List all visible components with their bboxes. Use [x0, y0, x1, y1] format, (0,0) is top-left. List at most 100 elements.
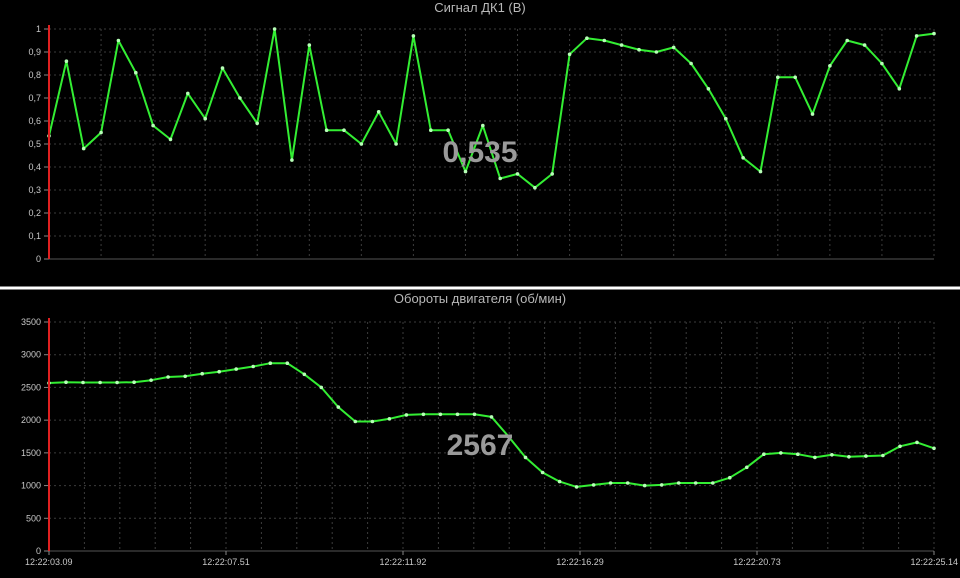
y-tick-label: 0,7 — [28, 93, 41, 103]
data-point — [446, 128, 450, 132]
data-point — [693, 481, 698, 485]
data-point — [591, 483, 596, 487]
data-point — [220, 66, 225, 70]
data-point — [151, 123, 155, 128]
data-point — [238, 96, 242, 100]
data-point — [523, 455, 528, 460]
data-point — [98, 380, 102, 385]
data-point — [186, 91, 190, 96]
data-point — [932, 31, 936, 36]
data-point — [324, 128, 329, 132]
data-point — [290, 158, 294, 162]
data-point — [897, 87, 902, 91]
data-point — [183, 374, 187, 379]
data-point — [779, 451, 783, 455]
y-tick-label: 1000 — [21, 481, 41, 491]
y-tick-label: 0,2 — [28, 208, 41, 218]
data-point — [64, 380, 68, 385]
data-point — [302, 372, 307, 377]
series-line — [48, 28, 935, 189]
cursor-readout: 0,535 — [442, 136, 517, 169]
data-point — [429, 128, 433, 132]
data-point — [64, 59, 69, 63]
series-line — [48, 362, 935, 488]
data-point — [898, 444, 902, 449]
y-tick-label: 500 — [26, 513, 41, 523]
y-tick-label: 0,5 — [28, 139, 41, 149]
data-point — [724, 116, 728, 121]
data-point — [132, 380, 136, 385]
data-point — [676, 481, 681, 485]
data-point — [540, 470, 545, 475]
data-point — [481, 123, 485, 128]
data-point — [370, 419, 375, 424]
data-point — [217, 369, 221, 374]
data-point — [671, 45, 676, 50]
data-point — [758, 169, 763, 174]
y-tick-label: 0,4 — [28, 162, 41, 172]
data-point — [608, 481, 613, 485]
data-point — [411, 34, 416, 38]
o2-sensor-chart-panel: 0 0,1 0,2 0,3 0,4 0,5 0,6 0,7 0,8 0,9 1 Сигнал ДК1 … — [28, 0, 936, 264]
data-point — [81, 146, 86, 151]
data-point — [168, 137, 173, 142]
data-point — [914, 34, 919, 38]
data-point — [455, 412, 460, 417]
x-tick-label: 12:22:11.92 — [380, 557, 427, 567]
y-tick-label: 0 — [36, 546, 41, 556]
data-point — [251, 364, 255, 369]
x-tick-label: 12:22:16.29 — [556, 557, 604, 567]
data-point — [394, 142, 398, 146]
data-point — [533, 185, 537, 190]
data-point — [557, 479, 562, 484]
data-point — [762, 452, 766, 457]
data-point — [810, 112, 815, 116]
data-point — [845, 38, 849, 43]
data-point — [506, 434, 511, 439]
cursor-readout: 2567 — [447, 429, 514, 462]
y-tick-label: 2500 — [21, 382, 41, 392]
data-point — [602, 38, 607, 43]
data-point — [81, 380, 85, 385]
x-tick-label: 12:22:07.51 — [202, 557, 250, 567]
data-point — [234, 367, 238, 371]
data-point — [200, 371, 204, 376]
data-point — [438, 412, 443, 417]
data-point — [793, 75, 797, 80]
data-point — [915, 440, 919, 445]
data-point — [567, 52, 572, 57]
data-point — [134, 70, 138, 75]
y-tick-label: 0,3 — [28, 185, 41, 195]
y-tick-label: 3000 — [21, 350, 41, 360]
x-tick-label: 12:22:20.73 — [733, 557, 781, 567]
data-point — [421, 412, 426, 417]
data-point — [847, 455, 851, 459]
data-point — [342, 128, 346, 132]
data-point — [489, 415, 494, 419]
data-point — [116, 38, 121, 43]
data-point — [550, 172, 554, 176]
data-point — [585, 36, 589, 40]
y-tick-label: 0,9 — [28, 47, 41, 57]
data-point — [796, 452, 800, 457]
data-point — [619, 43, 624, 47]
data-point — [776, 75, 780, 80]
engine-rpm-chart-panel: 0 500 1000 1500 2000 2500 3000 3500 Обороты двиг… — [21, 291, 958, 567]
data-point — [463, 169, 468, 174]
data-point — [353, 419, 358, 424]
data-point — [359, 142, 364, 146]
data-point — [285, 361, 290, 366]
data-point — [376, 110, 381, 114]
data-point — [642, 483, 647, 488]
data-point — [515, 172, 520, 176]
data-point — [864, 454, 868, 458]
data-point — [268, 361, 273, 366]
data-point — [862, 43, 867, 47]
chart-title: Обороты двигателя (об/мин) — [394, 291, 566, 306]
data-point — [728, 475, 732, 480]
data-point — [149, 378, 153, 383]
y-tick-label: 0,8 — [28, 70, 41, 80]
data-point — [828, 64, 832, 68]
y-tick-label: 2000 — [21, 415, 41, 425]
